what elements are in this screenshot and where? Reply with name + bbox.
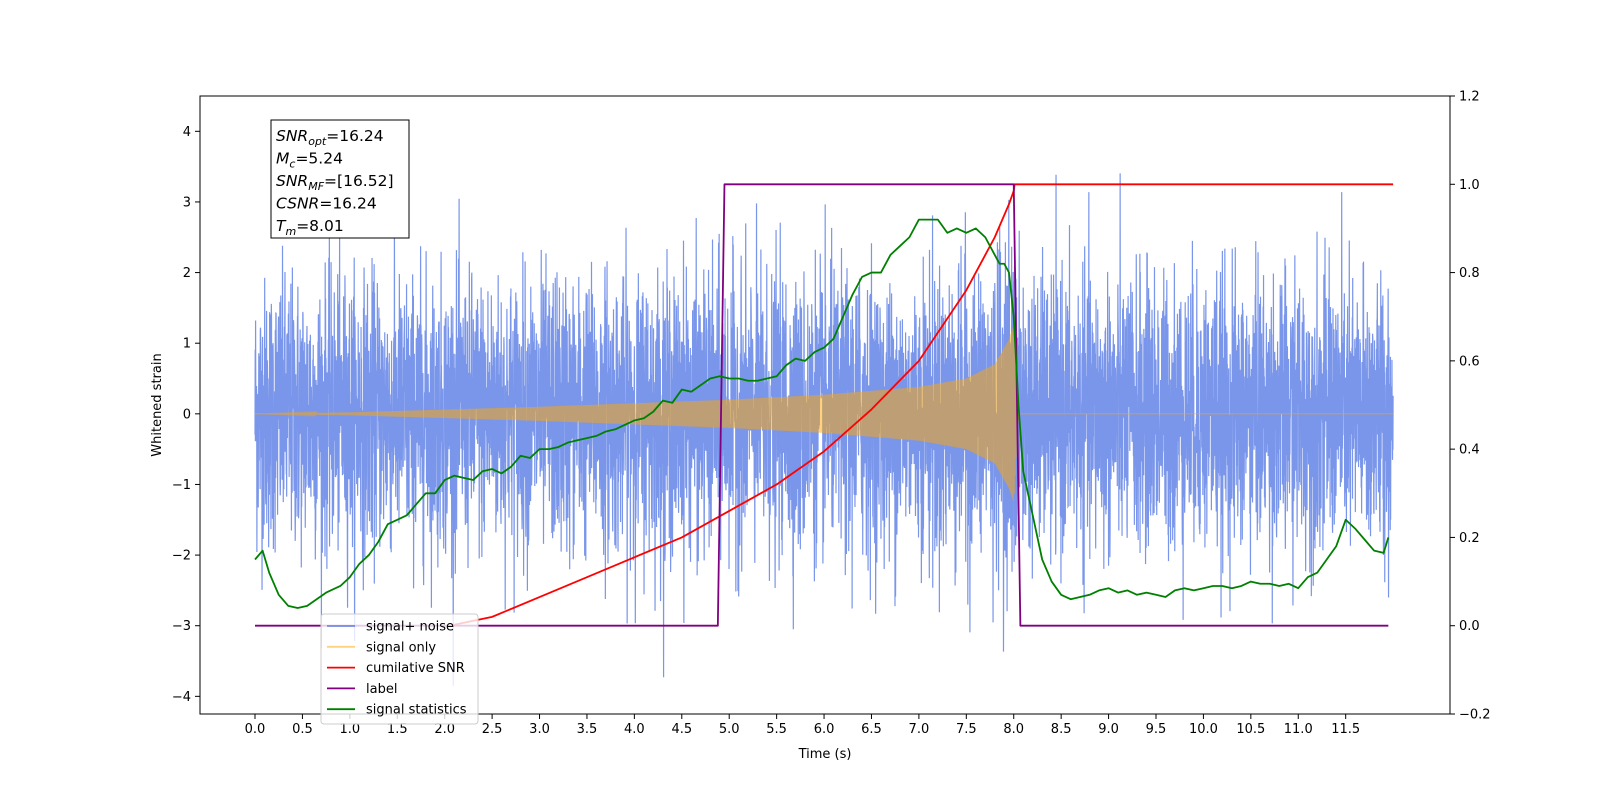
annotation-line: Tm=8.01 xyxy=(276,217,344,238)
x-tick-label: 1.0 xyxy=(340,722,361,737)
legend: signal+ noise signal only cumilative SNR la… xyxy=(320,613,479,725)
y-tick-label-left: 4 xyxy=(183,125,191,140)
y-axis-label-left: Whitened strain xyxy=(150,353,165,456)
x-tick-label: 11.0 xyxy=(1284,722,1313,737)
legend-entry: label xyxy=(366,682,397,697)
series-cumulative-snr-line xyxy=(449,183,1394,627)
y-tick-label-right: −0.2 xyxy=(1459,708,1491,723)
x-tick-label: 11.5 xyxy=(1331,722,1360,737)
annotation-frame xyxy=(270,119,410,239)
y-tick-label-left: 0 xyxy=(183,407,191,422)
series-label-line xyxy=(255,183,1389,627)
y-tick-label-left: −4 xyxy=(172,690,191,705)
x-tick-label: 7.0 xyxy=(909,722,930,737)
y-tick-label-left: 1 xyxy=(183,337,191,352)
legend-entry: signal statistics xyxy=(366,703,467,718)
x-tick-label: 5.0 xyxy=(719,722,740,737)
annotation-line: SNRMF=[16.52] xyxy=(276,172,394,193)
y-tick-label-left: 2 xyxy=(183,266,191,281)
y-tick-label-right: 0.4 xyxy=(1459,443,1480,458)
x-tick-label: 5.5 xyxy=(766,722,787,737)
x-tick-label: 0.0 xyxy=(245,722,266,737)
x-tick-label: 6.5 xyxy=(861,722,882,737)
y-tick-label-right: 0.6 xyxy=(1459,354,1480,369)
x-tick-label: 4.5 xyxy=(671,722,692,737)
annotation-line: Mc=5.24 xyxy=(276,150,343,171)
y-tick-label-left: −2 xyxy=(172,549,191,564)
x-tick-label: 10.5 xyxy=(1236,722,1265,737)
series-signal-statistics-line xyxy=(254,218,1390,609)
x-tick-label: 1.5 xyxy=(387,722,408,737)
x-tick-label: 3.0 xyxy=(529,722,550,737)
axes-ticks: 0.0 0.5 1.0 1.5 2.0 2.5 3.0 3.5 4.0 4.5 5.0 5.5 6.0 6… xyxy=(172,90,1491,738)
y-tick-label-left: −1 xyxy=(172,478,191,493)
y-tick-label-right: 0.8 xyxy=(1459,266,1480,281)
x-tick-label: 2.5 xyxy=(482,722,503,737)
y-tick-label-left: −3 xyxy=(172,619,191,634)
x-tick-label: 3.5 xyxy=(577,722,598,737)
x-tick-label: 10.0 xyxy=(1189,722,1218,737)
annotation-line: SNRopt=16.24 xyxy=(276,127,384,148)
x-tick-label: 8.5 xyxy=(1051,722,1072,737)
legend-entry: signal only xyxy=(366,640,436,655)
y-tick-label-right: 0.2 xyxy=(1459,531,1480,546)
x-tick-label: 0.5 xyxy=(292,722,313,737)
x-tick-label: 6.0 xyxy=(814,722,835,737)
annotation-line: CSNR=16.24 xyxy=(276,195,377,213)
legend-frame xyxy=(320,613,479,725)
x-tick-label: 9.0 xyxy=(1098,722,1119,737)
legend-entry: cumilative SNR xyxy=(366,661,465,676)
x-tick-label: 4.0 xyxy=(624,722,645,737)
legend-entry: signal+ noise xyxy=(366,620,454,635)
plot-area xyxy=(254,173,1394,686)
x-axis-label: Time (s) xyxy=(798,747,852,762)
y-tick-label-left: 3 xyxy=(183,195,191,210)
x-tick-label: 8.0 xyxy=(1003,722,1024,737)
x-tick-label: 7.5 xyxy=(956,722,977,737)
x-tick-label: 9.5 xyxy=(1146,722,1167,737)
y-tick-label-right: 0.0 xyxy=(1459,619,1480,634)
x-tick-label: 2.0 xyxy=(434,722,455,737)
y-tick-label-right: 1.0 xyxy=(1459,178,1480,193)
plot-frame xyxy=(199,95,1451,715)
y-tick-label-right: 1.2 xyxy=(1459,90,1480,105)
series-signal-only-line xyxy=(254,325,1394,501)
